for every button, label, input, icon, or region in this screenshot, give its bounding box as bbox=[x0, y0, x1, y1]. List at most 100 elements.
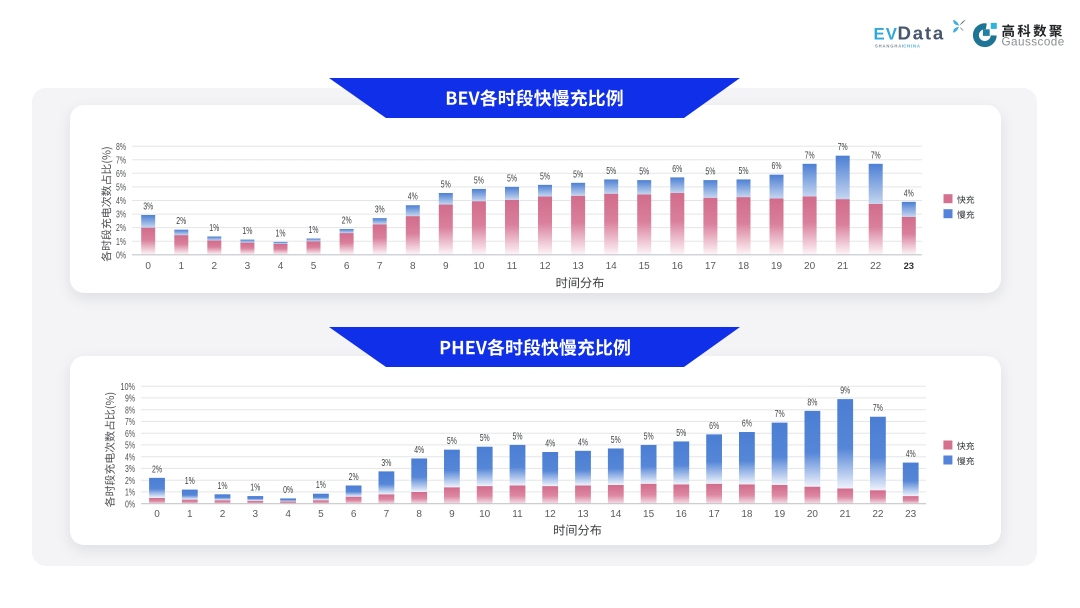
svg-text:EV: EV bbox=[874, 25, 898, 44]
svg-text:1: 1 bbox=[187, 509, 193, 520]
svg-text:6: 6 bbox=[351, 509, 357, 520]
svg-text:1%: 1% bbox=[250, 483, 260, 494]
svg-text:8%: 8% bbox=[116, 142, 126, 153]
svg-text:17: 17 bbox=[705, 261, 717, 272]
svg-text:Gausscode: Gausscode bbox=[1002, 36, 1065, 49]
svg-text:5%: 5% bbox=[513, 431, 523, 442]
svg-text:2%: 2% bbox=[342, 216, 352, 227]
svg-text:7: 7 bbox=[377, 261, 383, 272]
svg-text:SHANGHAI: SHANGHAI bbox=[875, 44, 904, 49]
svg-text:0%: 0% bbox=[125, 499, 135, 510]
svg-text:3%: 3% bbox=[375, 205, 385, 216]
svg-text:6%: 6% bbox=[125, 429, 135, 440]
svg-text:5%: 5% bbox=[705, 167, 715, 178]
svg-text:2%: 2% bbox=[125, 476, 135, 487]
svg-text:1%: 1% bbox=[185, 476, 195, 487]
svg-text:12: 12 bbox=[539, 261, 551, 272]
svg-text:5%: 5% bbox=[125, 441, 135, 452]
svg-text:6%: 6% bbox=[709, 421, 719, 432]
svg-text:Data: Data bbox=[898, 23, 946, 44]
svg-text:8%: 8% bbox=[807, 397, 817, 408]
svg-text:21: 21 bbox=[840, 509, 852, 520]
svg-text:11: 11 bbox=[507, 261, 518, 272]
svg-text:18: 18 bbox=[738, 261, 750, 272]
svg-text:3%: 3% bbox=[116, 210, 126, 221]
svg-text:23: 23 bbox=[905, 509, 917, 520]
svg-text:1%: 1% bbox=[316, 480, 326, 491]
svg-text:9: 9 bbox=[449, 509, 455, 520]
svg-text:15: 15 bbox=[643, 509, 655, 520]
svg-text:2: 2 bbox=[220, 509, 226, 520]
svg-text:5: 5 bbox=[318, 509, 324, 520]
svg-text:2%: 2% bbox=[116, 223, 126, 234]
svg-text:3: 3 bbox=[253, 509, 259, 520]
svg-text:10%: 10% bbox=[121, 382, 136, 393]
svg-text:4%: 4% bbox=[408, 192, 418, 203]
svg-text:5%: 5% bbox=[441, 180, 451, 191]
svg-text:5%: 5% bbox=[507, 173, 517, 184]
svg-text:8%: 8% bbox=[125, 405, 135, 416]
svg-text:5%: 5% bbox=[474, 175, 484, 186]
svg-text:7%: 7% bbox=[125, 417, 135, 428]
svg-text:7%: 7% bbox=[873, 403, 883, 414]
svg-text:16: 16 bbox=[676, 509, 688, 520]
svg-text:9%: 9% bbox=[125, 394, 135, 405]
svg-text:3: 3 bbox=[245, 261, 251, 272]
svg-text:13: 13 bbox=[577, 509, 589, 520]
svg-text:10: 10 bbox=[473, 261, 485, 272]
svg-text:0: 0 bbox=[154, 509, 160, 520]
svg-text:7%: 7% bbox=[805, 150, 815, 161]
svg-text:4%: 4% bbox=[906, 449, 916, 460]
svg-text:1%: 1% bbox=[116, 237, 126, 248]
svg-text:22: 22 bbox=[870, 261, 882, 272]
svg-text:2%: 2% bbox=[176, 216, 186, 227]
svg-text:5%: 5% bbox=[116, 183, 126, 194]
svg-text:2%: 2% bbox=[152, 464, 162, 475]
svg-text:2: 2 bbox=[212, 261, 218, 272]
svg-text:5%: 5% bbox=[447, 436, 457, 447]
svg-text:7%: 7% bbox=[871, 150, 881, 161]
svg-text:18: 18 bbox=[741, 509, 753, 520]
svg-text:7: 7 bbox=[384, 509, 390, 520]
svg-text:1%: 1% bbox=[242, 226, 252, 237]
svg-text:5%: 5% bbox=[676, 428, 686, 439]
svg-text:13: 13 bbox=[573, 261, 585, 272]
svg-text:22: 22 bbox=[872, 509, 884, 520]
svg-text:1%: 1% bbox=[218, 481, 228, 492]
svg-text:16: 16 bbox=[672, 261, 684, 272]
svg-text:19: 19 bbox=[774, 509, 786, 520]
svg-text:6%: 6% bbox=[116, 169, 126, 180]
svg-text:4%: 4% bbox=[414, 445, 424, 456]
svg-text:9%: 9% bbox=[840, 386, 850, 397]
svg-text:1%: 1% bbox=[209, 223, 219, 234]
svg-text:3%: 3% bbox=[381, 458, 391, 469]
svg-text:1: 1 bbox=[179, 261, 185, 272]
svg-text:5%: 5% bbox=[739, 166, 749, 177]
svg-text:4%: 4% bbox=[904, 188, 914, 199]
svg-text:5%: 5% bbox=[480, 433, 490, 444]
svg-text:14: 14 bbox=[606, 261, 618, 272]
svg-text:5%: 5% bbox=[644, 431, 654, 442]
svg-text:3%: 3% bbox=[143, 202, 153, 213]
svg-text:5%: 5% bbox=[639, 167, 649, 178]
svg-text:17: 17 bbox=[709, 509, 721, 520]
svg-text:0%: 0% bbox=[116, 250, 126, 261]
svg-text:10: 10 bbox=[479, 509, 491, 520]
svg-text:23: 23 bbox=[904, 260, 914, 271]
svg-text:6: 6 bbox=[344, 261, 350, 272]
svg-text:0: 0 bbox=[145, 261, 151, 272]
svg-text:4%: 4% bbox=[116, 196, 126, 207]
svg-text:20: 20 bbox=[807, 509, 819, 520]
svg-text:1%: 1% bbox=[125, 488, 135, 499]
svg-text:CHINA: CHINA bbox=[903, 44, 921, 49]
svg-text:8: 8 bbox=[416, 509, 422, 520]
svg-text:4: 4 bbox=[285, 509, 291, 520]
svg-text:5%: 5% bbox=[573, 169, 583, 180]
svg-text:4%: 4% bbox=[545, 439, 555, 450]
svg-text:12: 12 bbox=[545, 509, 557, 520]
svg-text:3%: 3% bbox=[125, 464, 135, 475]
svg-text:4: 4 bbox=[278, 261, 284, 272]
svg-text:21: 21 bbox=[837, 261, 849, 272]
svg-text:5%: 5% bbox=[540, 171, 550, 182]
svg-text:14: 14 bbox=[610, 509, 622, 520]
